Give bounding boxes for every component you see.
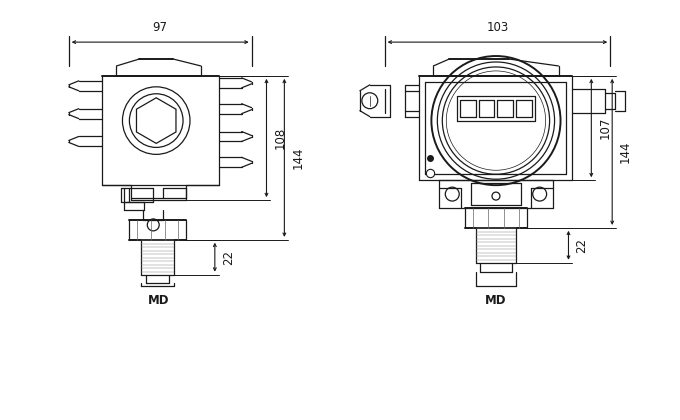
Text: 144: 144: [619, 141, 632, 163]
Text: MD: MD: [148, 294, 169, 307]
Text: 22: 22: [222, 249, 235, 265]
Text: 107: 107: [598, 117, 611, 139]
Text: 144: 144: [291, 147, 305, 169]
Text: 103: 103: [486, 21, 509, 34]
Text: 108: 108: [273, 127, 286, 149]
Text: 97: 97: [153, 21, 168, 34]
Text: MD: MD: [486, 294, 507, 307]
Text: 22: 22: [575, 238, 588, 253]
